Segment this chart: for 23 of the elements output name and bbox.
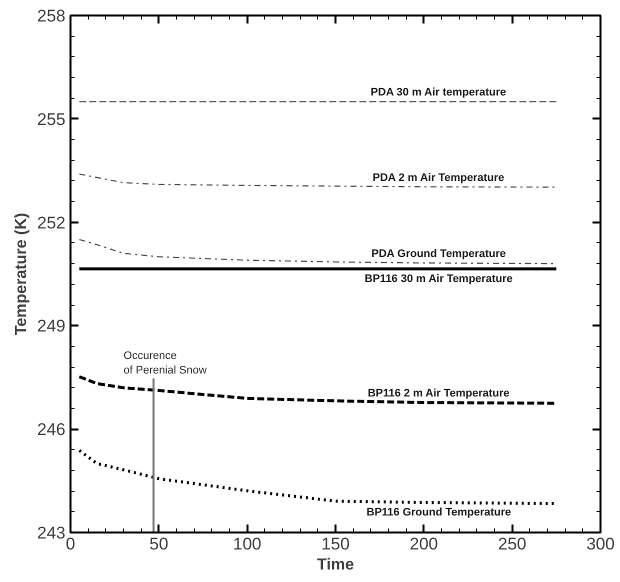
x-tick-label: 0 [66,534,76,554]
x-tick-label: 200 [410,534,438,554]
x-tick-label: 300 [586,534,615,554]
series-label: BP116 2 m Air Temperature [368,388,510,400]
y-axis-title: Temperature (K) [13,212,30,336]
y-tick-label: 249 [37,316,66,336]
line-series [78,173,557,188]
series-label: PDA 30 m Air temperature [370,86,506,99]
ref-line-label: Occurence of Perenial Snow [124,350,207,376]
y-tick-label: 255 [37,110,66,129]
y-tick-label: 246 [37,420,66,440]
y-tick-label: 243 [37,524,66,542]
series-label: BP116 Ground Temperature [366,506,512,519]
series-label: PDA Ground Temperature [371,248,506,260]
x-tick-label: 100 [232,534,262,554]
x-tick-label: 50 [149,534,168,554]
series-label: BP116 30 m Air Temperature [364,272,513,285]
x-tick-label: 250 [498,534,526,554]
x-tick-label: 150 [321,534,350,554]
y-tick-label: 258 [37,6,66,26]
y-tick-label: 252 [37,213,66,232]
x-axis-title: Time [316,556,354,574]
series-label: PDA 2 m Air Temperature [372,172,504,184]
